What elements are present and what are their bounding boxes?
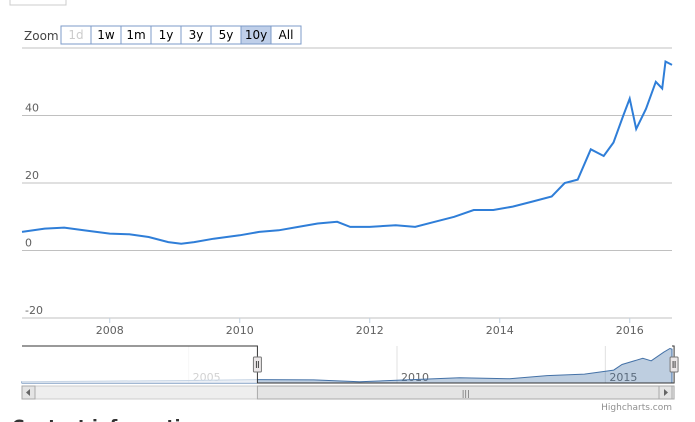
navigator-outline: [22, 345, 675, 384]
credits[interactable]: Highcharts.com: [601, 403, 672, 413]
scrollbar-thumb[interactable]: [256, 385, 675, 400]
y-tick-label: 40: [25, 102, 39, 115]
x-tick-label: 2012: [356, 324, 384, 337]
zoom-group: Zoom: [24, 29, 59, 43]
navigator-area: [21, 347, 673, 384]
zoom-button-label[interactable]: 1y: [159, 28, 174, 42]
zoom-button-label[interactable]: 1m: [126, 28, 145, 42]
navigator-handle[interactable]: [669, 356, 679, 373]
zoom-button-label[interactable]: 5y: [219, 28, 234, 42]
zoom-button-label[interactable]: 10y: [245, 28, 267, 42]
zoom-button-label[interactable]: 1w: [97, 28, 115, 42]
price-line: [21, 59, 673, 245]
navigator-mask-left: [22, 346, 258, 383]
scrollbar-grip: |||: [462, 389, 470, 398]
y-tick-label: 0: [25, 237, 32, 250]
navigator-tick-label: 2015: [609, 371, 637, 384]
navigator-handle[interactable]: [252, 356, 262, 373]
zoom-button-label: 1d: [68, 28, 83, 42]
footer-heading: Contact information: [12, 417, 204, 422]
navigator-tick-label: 2010: [401, 371, 429, 384]
y-tick-label: -20: [25, 304, 43, 317]
zoom-button-label[interactable]: All: [279, 28, 294, 42]
x-tick-label: 2010: [226, 324, 254, 337]
x-tick-label: 2008: [96, 324, 124, 337]
top-button-fragment: [9, 0, 67, 6]
zoom-label: Zoom: [24, 29, 59, 43]
x-tick-label: 2016: [616, 324, 644, 337]
zoom-button-label[interactable]: 3y: [189, 28, 204, 42]
x-tick-label: 2014: [486, 324, 514, 337]
arrow: [664, 389, 668, 396]
y-tick-label: 20: [25, 169, 39, 182]
arrow: [26, 389, 30, 396]
zoom-button[interactable]: [270, 25, 302, 45]
